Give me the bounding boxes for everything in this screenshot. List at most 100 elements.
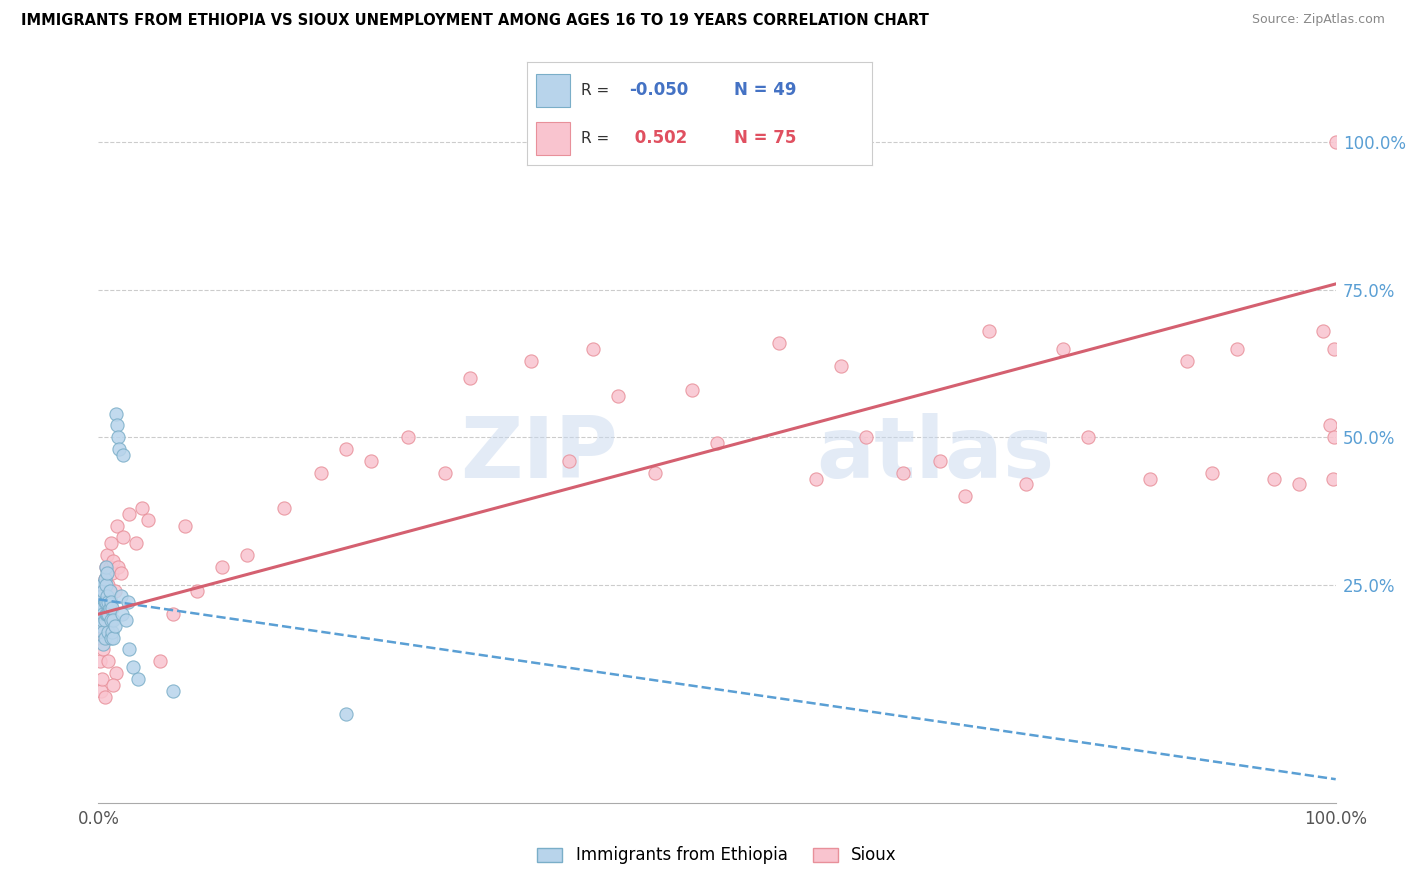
Point: [273, 500, 295, 515]
Point: [100, 613, 122, 627]
Point: [1052, 342, 1074, 356]
Point: [100, 536, 122, 550]
Point: [131, 500, 153, 515]
Point: [94, 560, 117, 574]
Point: [804, 471, 827, 485]
Point: [93, 607, 115, 621]
Point: [335, 707, 357, 722]
Point: [928, 454, 950, 468]
Point: [396, 430, 419, 444]
Point: [162, 683, 184, 698]
Point: [118, 507, 141, 521]
Point: [97, 595, 120, 609]
Point: [644, 466, 666, 480]
Text: 0.502: 0.502: [628, 129, 688, 147]
Point: [681, 383, 703, 397]
Point: [91, 672, 114, 686]
Text: atlas: atlas: [815, 413, 1054, 497]
Point: [236, 548, 259, 562]
Point: [103, 554, 125, 568]
Point: [186, 583, 208, 598]
Point: [90, 619, 112, 633]
Point: [1323, 430, 1346, 444]
Text: -0.050: -0.050: [628, 81, 688, 99]
Point: [103, 613, 125, 627]
Point: [94, 607, 117, 621]
Point: [89, 607, 111, 621]
Point: [103, 583, 125, 598]
Point: [91, 613, 114, 627]
Point: [93, 624, 115, 639]
Point: [107, 560, 129, 574]
Point: [110, 590, 132, 604]
Point: [1323, 342, 1346, 356]
Point: [94, 613, 117, 627]
Point: [93, 595, 115, 609]
Point: [105, 418, 128, 433]
Point: [1201, 466, 1223, 480]
Text: Source: ZipAtlas.com: Source: ZipAtlas.com: [1251, 13, 1385, 27]
Point: [97, 654, 120, 668]
Point: [93, 572, 115, 586]
Point: [101, 566, 124, 580]
Point: [360, 454, 382, 468]
Point: [94, 577, 117, 591]
Point: [1139, 471, 1161, 485]
Point: [100, 631, 122, 645]
Point: [90, 619, 112, 633]
Point: [768, 335, 790, 350]
Point: [117, 595, 139, 609]
Point: [1322, 471, 1344, 485]
Point: [118, 642, 141, 657]
Point: [90, 683, 112, 698]
Point: [91, 601, 114, 615]
Point: [93, 572, 115, 586]
Point: [103, 619, 125, 633]
Point: [90, 595, 112, 609]
Point: [91, 595, 114, 609]
Point: [891, 466, 914, 480]
Point: [162, 607, 184, 621]
Point: [100, 595, 122, 609]
Point: [93, 690, 115, 704]
Point: [706, 436, 728, 450]
Point: [105, 518, 128, 533]
Point: [104, 407, 127, 421]
Point: [122, 660, 145, 674]
Point: [103, 678, 125, 692]
Point: [1175, 353, 1198, 368]
Point: [110, 566, 132, 580]
Point: [97, 607, 120, 621]
Point: [91, 590, 114, 604]
Point: [89, 654, 111, 668]
Point: [97, 624, 120, 639]
Point: [104, 666, 127, 681]
Text: N = 75: N = 75: [734, 129, 796, 147]
Text: N = 49: N = 49: [734, 81, 796, 99]
Point: [101, 624, 124, 639]
Bar: [536, 74, 571, 106]
Point: [96, 607, 118, 621]
Point: [98, 601, 121, 615]
Point: [107, 430, 129, 444]
Point: [101, 601, 124, 615]
Point: [96, 548, 118, 562]
Point: [111, 607, 134, 621]
Point: [98, 560, 121, 574]
Point: [1319, 418, 1341, 433]
Point: [335, 442, 357, 456]
Bar: [536, 122, 571, 155]
Point: [93, 642, 115, 657]
Point: [830, 359, 852, 374]
Point: [1312, 324, 1334, 338]
Point: [93, 583, 115, 598]
Point: [124, 536, 146, 550]
Point: [979, 324, 1001, 338]
Point: [1324, 136, 1347, 150]
Point: [520, 353, 543, 368]
Point: [557, 454, 579, 468]
Point: [108, 442, 131, 456]
Point: [103, 631, 125, 645]
Point: [1015, 477, 1038, 491]
Text: IMMIGRANTS FROM ETHIOPIA VS SIOUX UNEMPLOYMENT AMONG AGES 16 TO 19 YEARS CORRELA: IMMIGRANTS FROM ETHIOPIA VS SIOUX UNEMPL…: [21, 13, 929, 29]
